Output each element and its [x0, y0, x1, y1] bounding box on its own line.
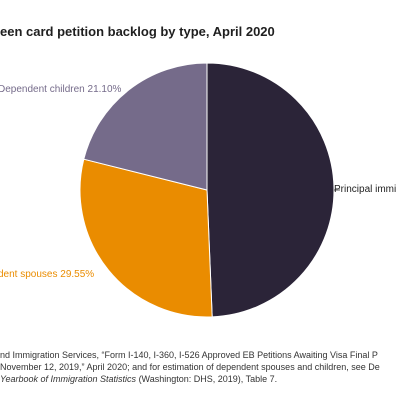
- chart-title: een card petition backlog by type, April…: [0, 24, 275, 39]
- source-line-3: Yearbook of Immigration Statistics (Wash…: [0, 373, 400, 385]
- pie-slice-principal-immi: [206, 62, 335, 318]
- source-line-1: nd Immigration Services, “Form I-140, I-…: [0, 350, 378, 360]
- source-note: nd Immigration Services, “Form I-140, I-…: [0, 349, 400, 385]
- source-line-2: November 12, 2019,” April 2020; and for …: [0, 362, 380, 372]
- slice-label-dent-spouses: dent spouses 29.55%: [0, 269, 94, 280]
- pie-slices: [79, 62, 335, 318]
- pie-slice-dependent-children: [83, 62, 208, 191]
- slice-label-principal-immi: Principal immi: [334, 184, 396, 195]
- source-publication: Yearbook of Immigration Statistics: [0, 374, 137, 384]
- slice-labels: Principal immi dent spouses 29.55% Depende…: [0, 84, 396, 280]
- pie-slice-dent-spouses: [79, 158, 213, 318]
- source-citation: (Washington: DHS, 2019), Table 7.: [136, 374, 278, 384]
- slice-label-dependent-children: Dependent children 21.10%: [0, 84, 122, 95]
